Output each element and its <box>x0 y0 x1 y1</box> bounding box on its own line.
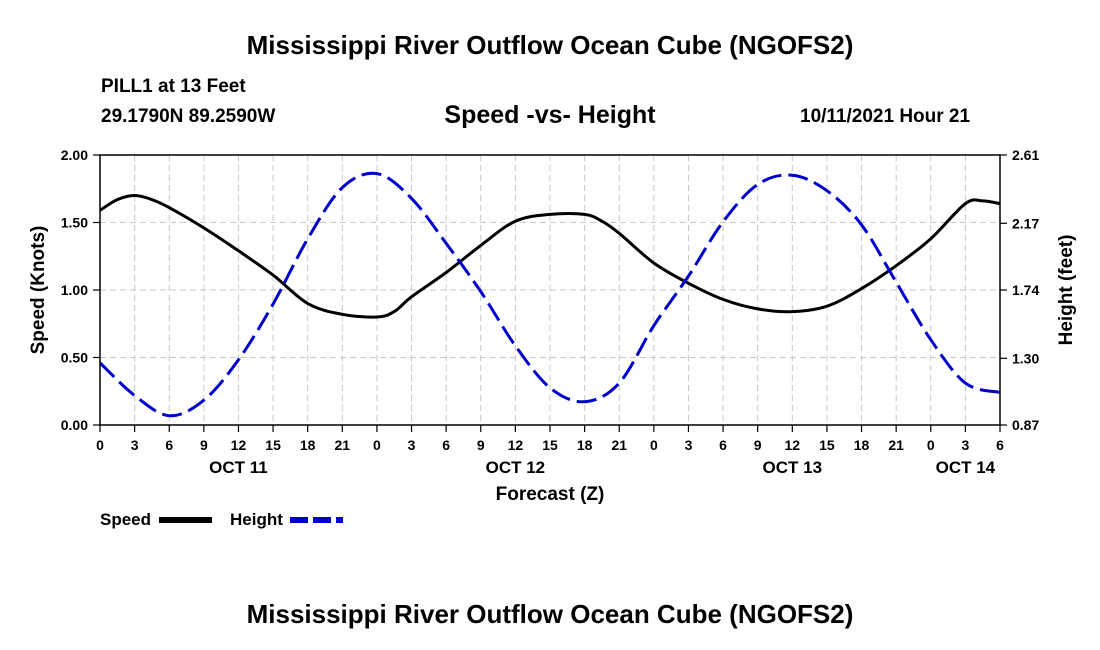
legend-speed-label: Speed <box>100 510 151 529</box>
x-tick-label: 15 <box>819 437 835 453</box>
x-tick-label: 0 <box>96 437 104 453</box>
x-tick-label: 0 <box>650 437 658 453</box>
height-series-line <box>98 171 1001 418</box>
x-tick-label: 21 <box>335 437 351 453</box>
y2-tick-label: 1.74 <box>1012 282 1039 298</box>
x-tick-label: 6 <box>165 437 173 453</box>
x-tick-label: 3 <box>685 437 693 453</box>
x-tick-label: 9 <box>200 437 208 453</box>
y2-tick-label: 2.17 <box>1012 215 1039 231</box>
y-tick-label: 2.00 <box>61 147 88 163</box>
y2-tick-label: 1.30 <box>1012 350 1039 366</box>
axis-labels: 0 3 6 9 12 15 18 21 0 3 6 9 12 15 18 21 0 3 6 9 12 15 18 21 0 3 60… <box>61 147 1040 477</box>
y2-axis-label: Height (feet) <box>1056 235 1077 346</box>
x-tick-label: 12 <box>508 437 524 453</box>
x-tick-label: 21 <box>611 437 627 453</box>
x-tick-label: 18 <box>854 437 870 453</box>
y-tick-label: 0.00 <box>61 417 88 433</box>
date-label: OCT 12 <box>486 458 546 477</box>
grid <box>100 155 1000 425</box>
x-tick-label: 0 <box>927 437 935 453</box>
y-tick-label: 1.00 <box>61 282 88 298</box>
legend: Speed Height <box>100 510 343 529</box>
date-label: OCT 11 <box>209 458 268 477</box>
series-lines <box>98 171 1001 418</box>
x-tick-label: 6 <box>719 437 727 453</box>
axis-ticks <box>93 154 1007 432</box>
y2-tick-label: 0.87 <box>1012 417 1039 433</box>
x-tick-label: 15 <box>542 437 558 453</box>
x-tick-label: 12 <box>231 437 247 453</box>
x-tick-label: 3 <box>961 437 969 453</box>
x-tick-label: 3 <box>131 437 139 453</box>
legend-height-label: Height <box>230 510 283 529</box>
y2-tick-label: 2.61 <box>1012 147 1039 163</box>
y-tick-label: 0.50 <box>61 350 88 366</box>
x-tick-label: 15 <box>265 437 281 453</box>
x-tick-label: 21 <box>888 437 904 453</box>
x-tick-label: 9 <box>754 437 762 453</box>
x-tick-label: 18 <box>300 437 316 453</box>
date-label: OCT 14 <box>936 458 996 477</box>
footer-title: Mississippi River Outflow Ocean Cube (NG… <box>246 599 854 629</box>
x-tick-label: 18 <box>577 437 593 453</box>
chart-title: Mississippi River Outflow Ocean Cube (NG… <box>246 30 854 60</box>
y-tick-label: 1.50 <box>61 215 88 231</box>
x-tick-label: 0 <box>373 437 381 453</box>
x-tick-label: 3 <box>408 437 416 453</box>
y-axis-label: Speed (Knots) <box>28 226 49 355</box>
x-tick-label: 9 <box>477 437 485 453</box>
speed-series-line <box>99 194 1001 319</box>
run-time-label: 10/11/2021 Hour 21 <box>800 106 971 127</box>
station-coordinates: 29.1790N 89.2590W <box>101 106 276 127</box>
x-tick-label: 6 <box>996 437 1004 453</box>
date-label: OCT 13 <box>763 458 823 477</box>
station-label: PILL1 at 13 Feet <box>101 76 246 97</box>
x-axis-label: Forecast (Z) <box>496 484 605 505</box>
chart-subtitle: Speed -vs- Height <box>444 101 656 129</box>
x-tick-label: 12 <box>785 437 801 453</box>
x-tick-label: 6 <box>442 437 450 453</box>
plot-frame <box>99 154 1001 426</box>
